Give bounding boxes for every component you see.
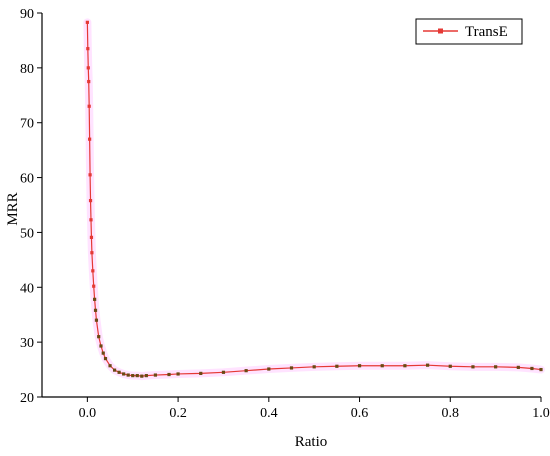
x-tick-label: 0.6 <box>351 406 369 421</box>
transe-data-point <box>90 251 94 255</box>
transe-data-point <box>144 374 148 378</box>
transe-data-point <box>89 235 94 239</box>
transe-data-point <box>267 367 271 371</box>
transe-data-point <box>199 371 203 376</box>
transe-data-point <box>131 374 135 378</box>
transe-data-point <box>403 364 407 368</box>
legend-label: TransE <box>465 24 508 40</box>
y-tick-label: 90 <box>20 7 34 22</box>
transe-data-point <box>244 369 248 373</box>
transe-data-point <box>85 20 89 24</box>
x-axis-label: Ratio <box>295 434 328 450</box>
transe-data-point <box>101 351 105 355</box>
transe-data-point <box>122 372 126 376</box>
transe-data-point <box>103 357 108 361</box>
transe-data-point <box>93 308 98 312</box>
y-tick-label: 80 <box>20 62 34 77</box>
y-tick-label: 70 <box>20 117 34 132</box>
x-tick-label: 0.2 <box>169 406 187 421</box>
transe-data-point <box>89 218 93 222</box>
transe-data-point <box>91 269 95 273</box>
transe-data-point <box>530 366 534 371</box>
transe-data-point <box>92 284 96 288</box>
transe-data-point <box>380 364 384 368</box>
transe-data-point <box>167 372 171 377</box>
transe-data-point <box>112 368 117 372</box>
x-tick-label: 0.0 <box>79 406 97 421</box>
transe-data-point <box>221 370 226 374</box>
y-tick-label: 60 <box>20 172 34 187</box>
x-tick-label: 0.8 <box>442 406 460 421</box>
transe-data-point <box>312 365 316 369</box>
legend: TransE <box>415 18 523 45</box>
y-tick-label: 20 <box>20 391 34 406</box>
x-tick-label: 1.0 <box>532 406 550 421</box>
x-tick-label: 0.4 <box>260 406 278 421</box>
axes-layer: 0.0 0.2 0.4 0.6 0.8 1.0 20 30 40 50 60 70 80 90 <box>20 7 550 421</box>
transe-data-point <box>94 318 99 322</box>
y-tick-label: 40 <box>20 281 34 296</box>
transe-data-point <box>335 364 339 368</box>
y-axis-label: MRR <box>5 192 21 225</box>
transe-data-point <box>99 344 103 348</box>
transe-data-point <box>494 365 498 369</box>
transe-data-point <box>135 374 139 378</box>
transe-data-point <box>289 366 294 370</box>
transe-data-point <box>108 364 112 368</box>
transe-data-point <box>93 297 97 301</box>
transe-data-point <box>87 104 91 108</box>
y-tick-label: 30 <box>20 336 34 351</box>
transe-data-point <box>516 365 520 369</box>
transe-data-point <box>140 374 144 378</box>
transe-data-point <box>88 199 93 203</box>
plot-layer <box>83 18 545 381</box>
transe-data-point <box>87 79 91 84</box>
transe-data-point <box>86 47 90 51</box>
transe-data-point <box>153 373 158 377</box>
transe-data-point <box>176 372 180 376</box>
transe-data-point <box>425 363 430 367</box>
transe-data-point <box>88 137 92 141</box>
transe-data-point <box>86 66 90 70</box>
transe-data-point <box>471 365 475 369</box>
y-tick-label: 50 <box>20 226 34 241</box>
transe-data-point <box>448 364 452 368</box>
transe-data-point <box>117 370 121 374</box>
transe-data-point <box>88 173 92 177</box>
legend-marker <box>438 28 443 34</box>
transe-data-point <box>126 373 130 377</box>
transe-data-point <box>97 335 101 339</box>
transe-data-point <box>357 364 362 368</box>
transe-data-point <box>539 367 543 372</box>
